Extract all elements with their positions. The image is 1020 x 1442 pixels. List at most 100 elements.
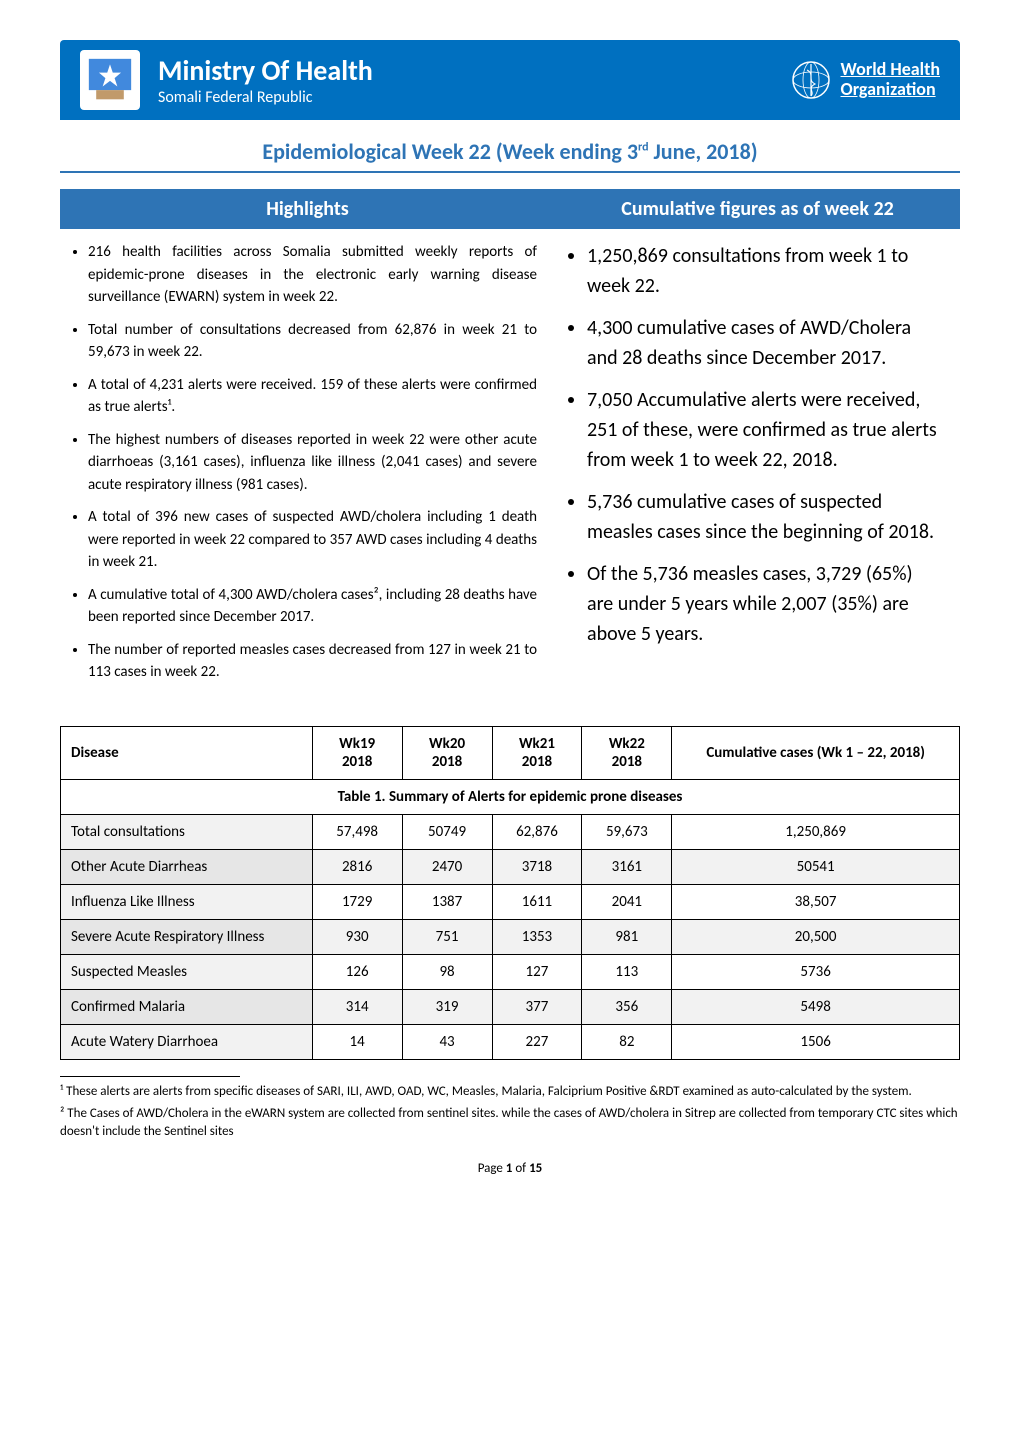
who-text-block: World Health Organization xyxy=(841,60,940,100)
cell: 62,876 xyxy=(492,814,582,849)
cell: 1506 xyxy=(672,1024,960,1059)
cell: 930 xyxy=(312,919,402,954)
cell: Other Acute Diarrheas xyxy=(61,849,313,884)
cell: 5736 xyxy=(672,954,960,989)
cell: 1611 xyxy=(492,884,582,919)
list-item: Of the 5,736 measles cases, 3,729 (65%) … xyxy=(587,559,942,649)
cumulative-header: Cumulative figures as of week 22 xyxy=(555,189,960,229)
page-num-sep: of xyxy=(512,1161,529,1176)
cell: 127 xyxy=(492,954,582,989)
page-num-prefix: Page xyxy=(478,1161,506,1176)
star-icon xyxy=(87,57,133,103)
cell: 377 xyxy=(492,989,582,1024)
table-row: Influenza Like Illness 1729 1387 1611 20… xyxy=(61,884,960,919)
cell: 3718 xyxy=(492,849,582,884)
cell: 314 xyxy=(312,989,402,1024)
week-title-pre: Epidemiological Week 22 (Week ending 3 xyxy=(262,138,638,165)
cell: 1,250,869 xyxy=(672,814,960,849)
cell: 2816 xyxy=(312,849,402,884)
table-body: Total consultations 57,498 50749 62,876 … xyxy=(61,814,960,1059)
who-line2: Organization xyxy=(841,80,940,100)
table-caption: Table 1. Summary of Alerts for epidemic … xyxy=(61,779,960,814)
cell: Suspected Measles xyxy=(61,954,313,989)
col-disease: Disease xyxy=(61,726,313,779)
two-column-layout: Highlights 216 health facilities across … xyxy=(60,189,960,706)
cell: 2041 xyxy=(582,884,672,919)
week-title-sup: rd xyxy=(638,141,649,155)
cumulative-column: Cumulative figures as of week 22 1,250,8… xyxy=(555,189,960,706)
footnotes-block: ¹ These alerts are alerts from specific … xyxy=(60,1076,960,1142)
cell: 319 xyxy=(402,989,492,1024)
list-item: 4,300 cumulative cases of AWD/Cholera an… xyxy=(587,313,942,373)
list-item: The number of reported measles cases dec… xyxy=(88,639,537,684)
who-emblem-icon xyxy=(789,58,833,102)
cell: 1353 xyxy=(492,919,582,954)
col-wk19: Wk19 2018 xyxy=(312,726,402,779)
cell: 50541 xyxy=(672,849,960,884)
cell: Acute Watery Diarrhoea xyxy=(61,1024,313,1059)
cell: 57,498 xyxy=(312,814,402,849)
footnote-rule xyxy=(60,1076,240,1077)
cell: 356 xyxy=(582,989,672,1024)
cell: 43 xyxy=(402,1024,492,1059)
footnote-1: ¹ These alerts are alerts from specific … xyxy=(60,1083,960,1101)
cell: 126 xyxy=(312,954,402,989)
who-logo-block: World Health Organization xyxy=(789,58,940,102)
cell: 1729 xyxy=(312,884,402,919)
cell: 98 xyxy=(402,954,492,989)
cell: Confirmed Malaria xyxy=(61,989,313,1024)
col-wk22: Wk22 2018 xyxy=(582,726,672,779)
table-row: Total consultations 57,498 50749 62,876 … xyxy=(61,814,960,849)
cell: 14 xyxy=(312,1024,402,1059)
week-title-tail: June, 2018) xyxy=(649,138,758,165)
list-item: Total number of consultations decreased … xyxy=(88,319,537,364)
somalia-logo-box xyxy=(80,50,140,110)
header-banner: Ministry Of Health Somali Federal Republ… xyxy=(60,40,960,120)
list-item: 7,050 Accumulative alerts were received,… xyxy=(587,385,942,475)
list-item: 1,250,869 consultations from week 1 to w… xyxy=(587,241,942,301)
cumulative-list: 1,250,869 consultations from week 1 to w… xyxy=(555,229,960,673)
cell: Total consultations xyxy=(61,814,313,849)
list-item: 5,736 cumulative cases of suspected meas… xyxy=(587,487,942,547)
list-item: 216 health facilities across Somalia sub… xyxy=(88,241,537,309)
cell: Severe Acute Respiratory Illness xyxy=(61,919,313,954)
list-item: A total of 396 new cases of suspected AW… xyxy=(88,506,537,574)
cell: 1387 xyxy=(402,884,492,919)
banner-text-block: Ministry Of Health Somali Federal Republ… xyxy=(158,53,789,107)
col-wk21: Wk21 2018 xyxy=(492,726,582,779)
col-wk20: Wk20 2018 xyxy=(402,726,492,779)
cell: 981 xyxy=(582,919,672,954)
week-title: Epidemiological Week 22 (Week ending 3rd… xyxy=(60,138,960,173)
page-container: Ministry Of Health Somali Federal Republ… xyxy=(0,0,1020,1216)
col-cumulative: Cumulative cases (Wk 1 – 22, 2018) xyxy=(672,726,960,779)
alerts-summary-table: Table 1. Summary of Alerts for epidemic … xyxy=(60,726,960,1060)
table-row: Acute Watery Diarrhoea 14 43 227 82 1506 xyxy=(61,1024,960,1059)
cell: 38,507 xyxy=(672,884,960,919)
list-item: The highest numbers of diseases reported… xyxy=(88,429,537,497)
highlights-header: Highlights xyxy=(60,189,555,229)
banner-subtitle: Somali Federal Republic xyxy=(158,88,789,107)
cell: Influenza Like Illness xyxy=(61,884,313,919)
banner-title: Ministry Of Health xyxy=(158,53,789,88)
table-row: Confirmed Malaria 314 319 377 356 5498 xyxy=(61,989,960,1024)
table-header-row: Disease Wk19 2018 Wk20 2018 Wk21 2018 Wk… xyxy=(61,726,960,779)
highlights-list: 216 health facilities across Somalia sub… xyxy=(60,229,555,706)
list-item: A cumulative total of 4,300 AWD/cholera … xyxy=(88,584,537,629)
cell: 20,500 xyxy=(672,919,960,954)
cell: 2470 xyxy=(402,849,492,884)
highlights-column: Highlights 216 health facilities across … xyxy=(60,189,555,706)
cell: 3161 xyxy=(582,849,672,884)
table-row: Other Acute Diarrheas 2816 2470 3718 316… xyxy=(61,849,960,884)
page-number: Page 1 of 15 xyxy=(60,1161,960,1176)
cell: 50749 xyxy=(402,814,492,849)
page-num-total: 15 xyxy=(529,1161,542,1176)
table-row: Severe Acute Respiratory Illness 930 751… xyxy=(61,919,960,954)
table-row: Suspected Measles 126 98 127 113 5736 xyxy=(61,954,960,989)
cell: 113 xyxy=(582,954,672,989)
cell: 5498 xyxy=(672,989,960,1024)
cell: 227 xyxy=(492,1024,582,1059)
cell: 82 xyxy=(582,1024,672,1059)
list-item: A total of 4,231 alerts were received. 1… xyxy=(88,374,537,419)
cell: 751 xyxy=(402,919,492,954)
cell: 59,673 xyxy=(582,814,672,849)
